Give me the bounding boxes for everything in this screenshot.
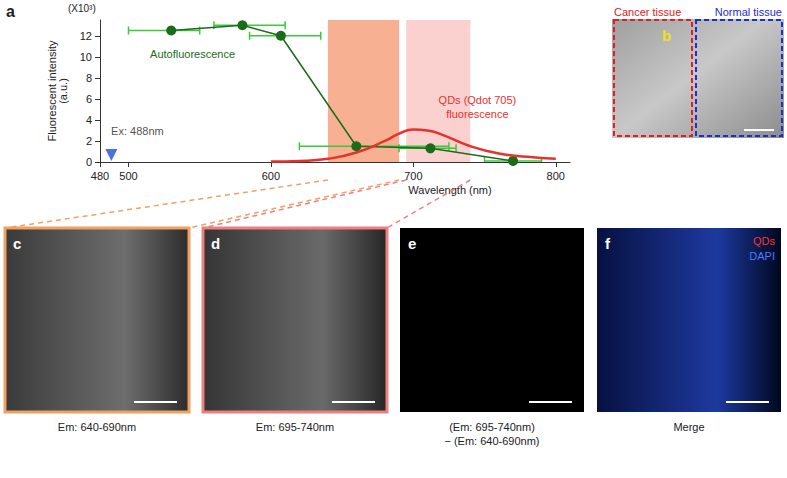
svg-text:0: 0: [86, 156, 92, 168]
svg-text:480: 480: [91, 170, 109, 182]
svg-text:a: a: [6, 3, 15, 20]
svg-text:12: 12: [80, 30, 92, 42]
svg-text:QDs (Qdot 705): QDs (Qdot 705): [439, 94, 517, 106]
svg-text:(Em: 695-740nm): (Em: 695-740nm): [449, 421, 535, 433]
svg-text:(a.u.): (a.u.): [57, 78, 69, 104]
svg-text:4: 4: [86, 114, 92, 126]
svg-text:Autofluorescence: Autofluorescence: [150, 48, 235, 60]
svg-text:700: 700: [404, 170, 422, 182]
svg-text:Fluorescent intensity: Fluorescent intensity: [46, 40, 59, 142]
svg-text:b: b: [662, 27, 671, 44]
svg-text:Em: 695-740nm: Em: 695-740nm: [256, 421, 334, 433]
svg-text:d: d: [211, 235, 220, 252]
svg-text:Merge: Merge: [673, 421, 704, 433]
svg-text:Ex: 488nm: Ex: 488nm: [111, 125, 164, 137]
svg-text:− (Em: 640-690nm): − (Em: 640-690nm): [444, 435, 539, 447]
svg-text:fluorescence: fluorescence: [446, 108, 508, 120]
svg-text:f: f: [605, 235, 611, 252]
svg-text:800: 800: [547, 170, 565, 182]
svg-text:500: 500: [119, 170, 137, 182]
svg-text:6: 6: [86, 93, 92, 105]
svg-text:e: e: [408, 235, 416, 252]
svg-text:Wavelength (nm): Wavelength (nm): [408, 184, 491, 196]
svg-text:DAPI: DAPI: [749, 250, 775, 262]
svg-text:8: 8: [86, 72, 92, 84]
svg-text:Em: 640-690nm: Em: 640-690nm: [58, 421, 136, 433]
svg-text:600: 600: [262, 170, 280, 182]
svg-text:Normal tissue: Normal tissue: [715, 6, 782, 18]
svg-text:2: 2: [86, 135, 92, 147]
svg-text:c: c: [13, 235, 21, 252]
svg-text:(X10³): (X10³): [68, 3, 96, 14]
svg-text:10: 10: [80, 51, 92, 63]
svg-text:QDs: QDs: [753, 235, 776, 247]
svg-text:Cancer tissue: Cancer tissue: [614, 6, 681, 18]
